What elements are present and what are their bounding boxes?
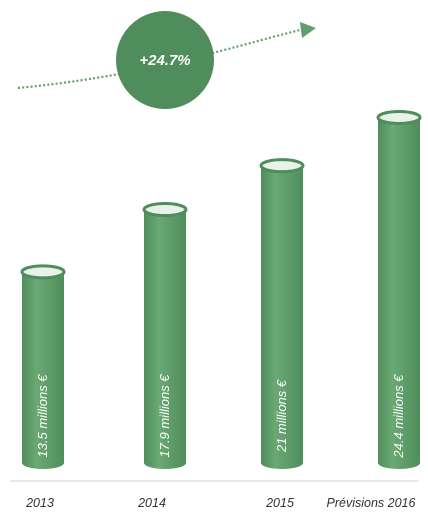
bar-body <box>378 117 420 469</box>
bar-2013: 13.5 millions € <box>20 264 66 469</box>
bar-2014: 17.9 millions € <box>142 202 188 469</box>
year-label: 2014 <box>137 496 166 510</box>
growth-percentage: +24.7% <box>139 52 190 69</box>
bar-2015: 21 millions € <box>259 158 305 469</box>
bar-body <box>261 165 303 469</box>
growth-circle <box>116 11 214 109</box>
bar-value-label: 24.4 millions € <box>391 374 406 459</box>
growth-arrow-head <box>300 22 316 38</box>
bar-top <box>259 158 305 174</box>
bar-top <box>376 109 422 125</box>
growth-indicator: +24.7% <box>17 11 316 109</box>
bar-top <box>20 264 66 280</box>
bar-body <box>144 209 186 469</box>
bar-pr-visions-2016: 24.4 millions € <box>376 109 422 469</box>
bar-value-label: 13.5 millions € <box>35 374 50 458</box>
bars-group: 13.5 millions € 17.9 millions € 21 million… <box>20 109 422 469</box>
year-labels-group: 2013 2014 2015 Prévisions 2016 <box>25 496 415 510</box>
bar-value-label: 17.9 millions € <box>157 374 172 458</box>
bar-body <box>22 271 64 469</box>
year-label: 2015 <box>265 496 294 510</box>
year-label: Prévisions 2016 <box>327 496 416 510</box>
bar-top <box>142 202 188 218</box>
year-label: 2013 <box>25 496 54 510</box>
bar-value-label: 21 millions € <box>274 379 289 453</box>
